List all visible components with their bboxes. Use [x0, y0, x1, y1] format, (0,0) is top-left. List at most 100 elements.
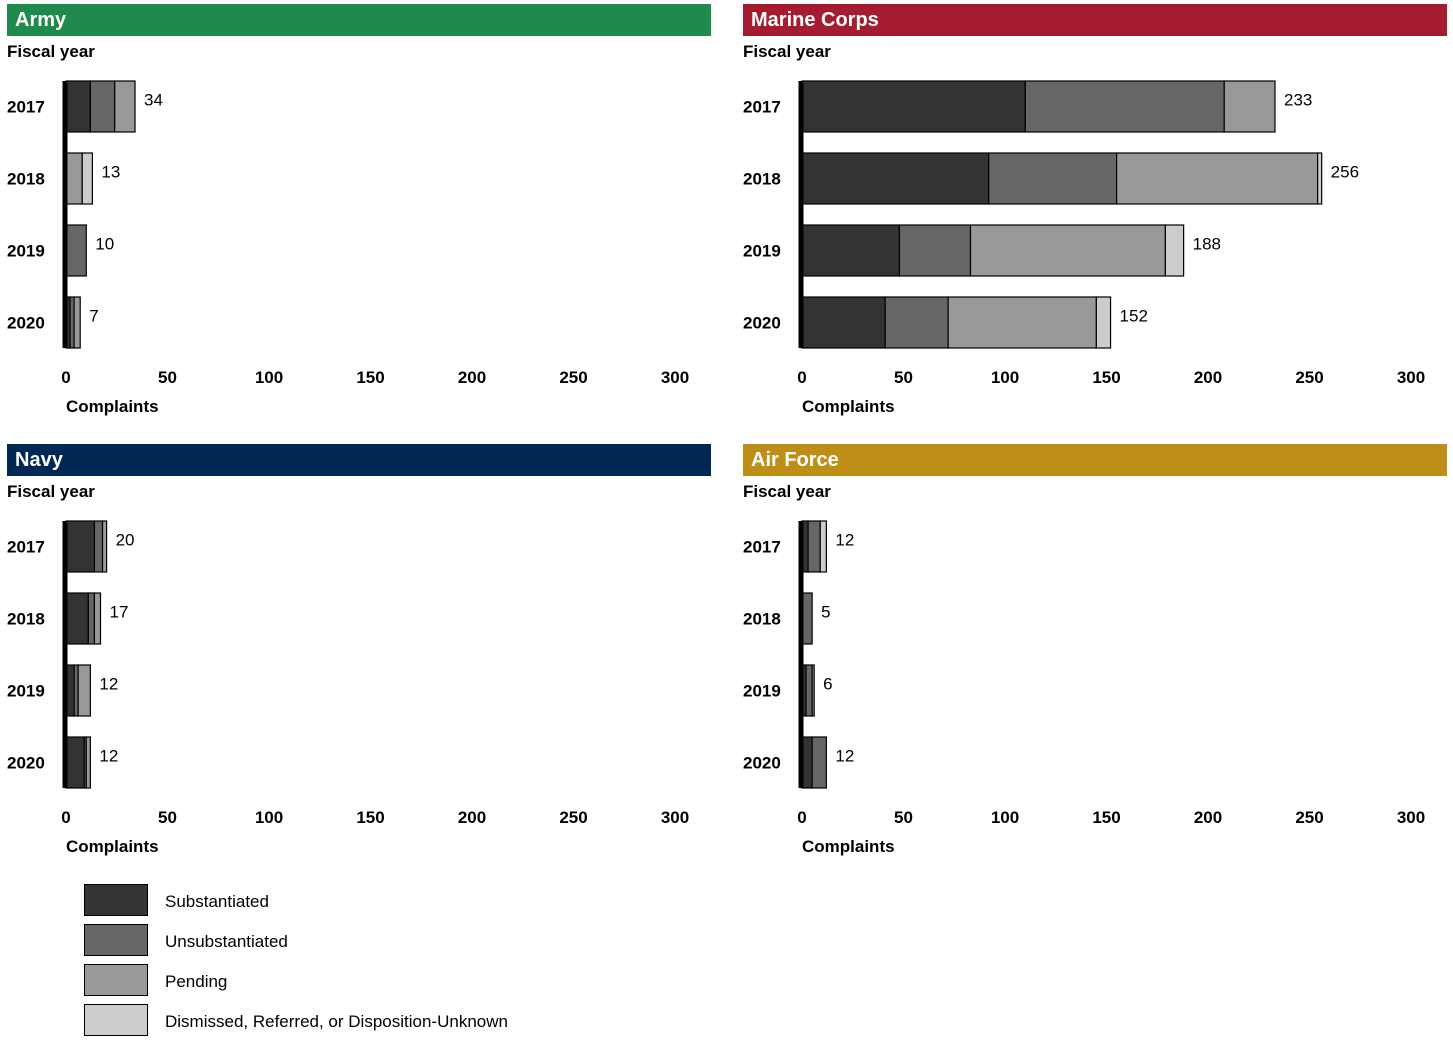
bar-group-2019	[801, 224, 1185, 277]
x-tick-label: 150	[356, 808, 384, 827]
legend-item-dismissed: Dismissed, Referred, or Disposition-Unkn…	[84, 1004, 584, 1038]
x-tick-label: 0	[61, 808, 70, 827]
y-tick-label: 2018	[743, 610, 781, 629]
bar-segment	[801, 152, 990, 205]
bar-group-2019	[65, 664, 91, 717]
panel-title: Marine Corps	[743, 4, 1447, 36]
x-axis-label: Complaints	[802, 837, 895, 856]
x-tick-label: 100	[991, 368, 1019, 387]
legend-item-substantiated: Substantiated	[84, 884, 584, 918]
x-tick-label: 250	[559, 368, 587, 387]
bar-segment	[65, 224, 87, 277]
x-tick-label: 200	[458, 808, 486, 827]
bar-segment	[65, 592, 89, 645]
bar-group-2017	[65, 80, 136, 133]
x-tick-label: 100	[255, 808, 283, 827]
panel-title: Air Force	[743, 444, 1447, 476]
bar-segment	[85, 736, 91, 789]
bar-group-2020	[65, 296, 81, 349]
bar-segment	[93, 592, 102, 645]
data-label: 17	[110, 603, 129, 622]
panel-army: Army Fiscal year 2017 34 2018 13 2019 10 2020 7…	[0, 0, 720, 430]
bar-segment	[819, 520, 827, 573]
x-tick-label: 0	[797, 368, 806, 387]
y-axis-label: Fiscal year	[7, 482, 95, 501]
bar-segment	[1223, 80, 1276, 133]
bar-group-2018	[801, 152, 1323, 205]
y-tick-label: 2017	[743, 538, 781, 557]
y-tick-label: 2019	[743, 682, 781, 701]
panel-title: Army	[7, 4, 711, 36]
legend-swatch	[84, 884, 148, 916]
x-tick-label: 100	[991, 808, 1019, 827]
bar-segment	[1116, 152, 1319, 205]
bar-segment	[65, 152, 83, 205]
bar-segment	[801, 592, 813, 645]
bar-segment	[1164, 224, 1185, 277]
bar-segment	[1024, 80, 1225, 133]
x-tick-label: 300	[661, 808, 689, 827]
data-label: 12	[835, 747, 854, 766]
y-axis-label: Fiscal year	[743, 482, 831, 501]
x-tick-label: 250	[1295, 368, 1323, 387]
legend-label: Substantiated	[165, 892, 269, 911]
bar-segment	[811, 736, 827, 789]
bar-segment	[114, 80, 136, 133]
legend-swatch	[84, 1004, 148, 1036]
y-tick-label: 2019	[7, 682, 45, 701]
y-tick-label: 2018	[7, 170, 45, 189]
chart-army: 2017 34 2018 13 2019 10 2020 7 0 50 100 150 200 250 30…	[7, 80, 689, 416]
bar-segment	[988, 152, 1118, 205]
data-label: 10	[95, 235, 114, 254]
y-tick-label: 2019	[7, 242, 45, 261]
x-tick-label: 50	[158, 368, 177, 387]
y-axis-label: Fiscal year	[743, 42, 831, 61]
bar-segment	[89, 80, 116, 133]
y-tick-label: 2017	[7, 538, 45, 557]
bar-group-2017	[801, 80, 1276, 133]
panel-title: Navy	[7, 444, 711, 476]
bar-group-2018	[801, 592, 813, 645]
bar-group-2017	[65, 520, 108, 573]
bar-segment	[1095, 296, 1112, 349]
data-label: 12	[835, 531, 854, 550]
bar-segment	[969, 224, 1166, 277]
x-tick-label: 50	[894, 368, 913, 387]
data-label: 7	[89, 307, 98, 326]
data-label: 188	[1193, 235, 1221, 254]
chart-air-force: 2017 12 2018 5 2019 6 2020 12 0 50 100 150 200 250 300…	[743, 520, 1425, 856]
bar-segment	[93, 520, 104, 573]
x-axis-label: Complaints	[802, 397, 895, 416]
y-tick-label: 2020	[7, 314, 45, 333]
x-tick-label: 50	[894, 808, 913, 827]
bar-segment	[801, 224, 901, 277]
bar-segment	[73, 296, 81, 349]
legend-item-unsubstantiated: Unsubstantiated	[84, 924, 584, 958]
chart-navy: 2017 20 2018 17 2019 12 2020 12 0 50 100 150 200 250 3…	[7, 520, 689, 856]
bar-group-2020	[65, 736, 91, 789]
panel-air-force: Air Force Fiscal year 2017 12 2018 5 2019 6 20…	[736, 440, 1453, 870]
x-tick-label: 50	[158, 808, 177, 827]
data-label: 12	[99, 747, 118, 766]
x-tick-label: 100	[255, 368, 283, 387]
data-label: 12	[99, 675, 118, 694]
bar-group-2019	[801, 664, 815, 717]
bar-group-2020	[801, 296, 1112, 349]
bar-segment	[73, 664, 79, 717]
bar-segment	[77, 664, 91, 717]
data-label: 152	[1120, 307, 1148, 326]
legend-item-pending: Pending	[84, 964, 584, 998]
x-tick-label: 200	[458, 368, 486, 387]
panel-navy: Navy Fiscal year 2017 20 2018 17 2019 12 2020 1…	[0, 440, 720, 870]
bar-group-2020	[801, 736, 827, 789]
chart-marine-corps: 2017 233 2018 256 2019 188 2020 152 0 50 100 150 200…	[743, 80, 1425, 416]
bar-segment	[65, 80, 91, 133]
bar-group-2018	[65, 592, 102, 645]
y-tick-label: 2017	[7, 98, 45, 117]
x-axis-label: Complaints	[66, 397, 159, 416]
x-tick-label: 150	[356, 368, 384, 387]
data-label: 6	[823, 675, 832, 694]
data-label: 256	[1331, 163, 1359, 182]
y-tick-label: 2020	[743, 314, 781, 333]
panel-marine-corps: Marine Corps Fiscal year 2017 233 2018 256 2…	[736, 0, 1453, 430]
